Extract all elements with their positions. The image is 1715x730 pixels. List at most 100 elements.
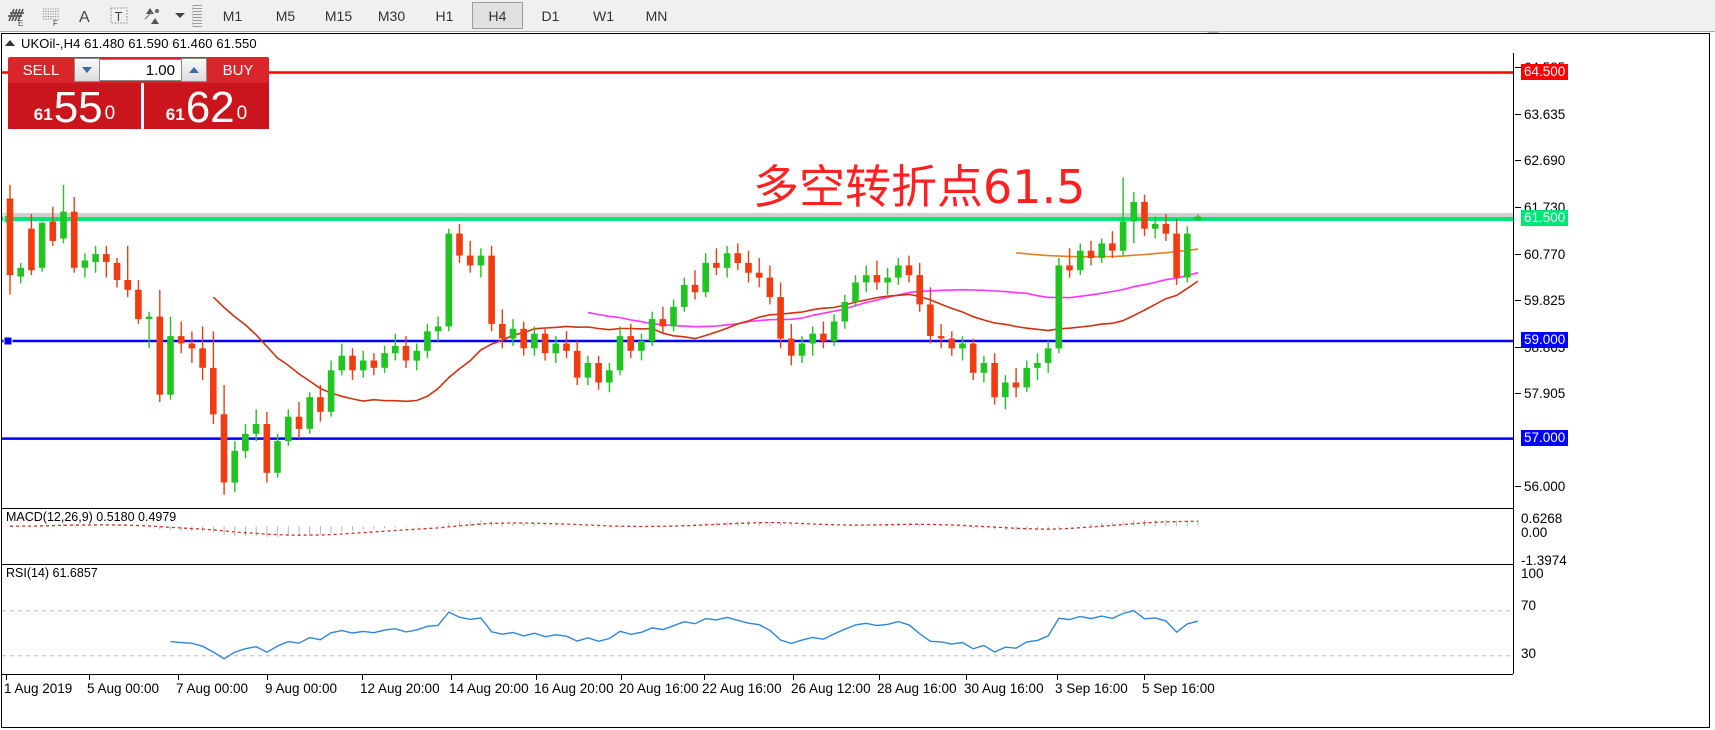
time-tick-mark [362,675,363,680]
symbol-ohlc-label: UKOil-,H4 61.480 61.590 61.460 61.550 [21,35,257,51]
rsi-tick: 30 [1521,646,1537,661]
time-tick-label: 20 Aug 16:00 [619,681,699,696]
fibonacci-icon[interactable]: F [34,1,68,30]
price-tick: 63.635 [1515,106,1565,122]
volume-increase-button[interactable] [181,58,207,82]
elliott-wave-icon[interactable]: E [0,1,34,30]
timescale-divider [2,674,1513,675]
sell-price-prefix: 61 [33,105,53,124]
time-tick-mark [89,675,90,680]
buy-price-big: 62 [185,83,235,130]
candlestick-plot [2,71,1513,495]
sell-price-display[interactable]: 61 55 0 [8,83,141,129]
sell-price-big: 55 [53,83,103,130]
time-tick-mark [966,675,967,680]
timeframe-d1[interactable]: D1 [541,7,560,24]
time-tick-label: 5 Aug 00:00 [87,681,160,696]
one-click-prices-row: 61 55 0 61 62 0 [8,83,269,129]
triangle-down-icon [82,67,92,73]
arrows-dropdown-icon[interactable] [170,1,188,30]
arrows-shapes-icon[interactable] [136,1,170,30]
symbol-info-bar: UKOil-,H4 61.480 61.590 61.460 61.550 [2,34,1709,52]
rsi-tick: 100 [1521,566,1544,581]
toolbar-separator [192,4,202,27]
time-tick-label: 7 Aug 00:00 [176,681,249,696]
rsi-label: RSI(14) 61.6857 [6,566,98,580]
timeframe-m30[interactable]: M30 [377,7,406,24]
timeframe-mn[interactable]: MN [645,7,668,24]
time-tick-label: 16 Aug 20:00 [534,681,614,696]
triangle-up-icon [189,67,199,73]
macd-tick: -1.3974 [1521,553,1567,568]
time-tick-mark [879,675,880,680]
price-tick: 57.905 [1515,385,1565,401]
price-level-label[interactable]: 64.500 [1521,63,1569,80]
time-tick-label: 1 Aug 2019 [4,681,73,696]
rsi-pane[interactable]: RSI(14) 61.6857 [2,564,1513,674]
buy-price-prefix: 61 [165,105,185,124]
time-tick-label: 30 Aug 16:00 [964,681,1044,696]
price-level-label[interactable]: 61.500 [1521,209,1569,226]
one-click-trading-panel[interactable]: SELL 1.00 BUY 61 55 0 61 62 0 [8,57,269,129]
timeframe-m1[interactable]: M1 [222,7,243,24]
text-label-icon[interactable]: A [68,1,102,30]
macd-tick: 0.6268 [1521,511,1563,526]
sell-button[interactable]: SELL [8,57,74,83]
svg-text:A: A [79,9,90,26]
timeframe-group: M1 M5 M15 M30 H1 H4 D1 W1 MN [206,2,683,29]
rsi-tick: 70 [1521,598,1537,613]
drawing-toolbar: E F A T M1 M5 M15 M30 H1 H4 D1 W1 M [0,0,1715,32]
chart-window: UKOil-,H4 61.480 61.590 61.460 61.550 多空… [1,33,1710,728]
time-tick-mark [704,675,705,680]
time-tick-mark [1144,675,1145,680]
time-tick-label: 22 Aug 16:00 [702,681,782,696]
time-tick-label: 3 Sep 16:00 [1055,681,1128,696]
chevron-down-icon [175,13,185,18]
price-scale[interactable]: 64.58563.63562.69061.73060.77059.82558.8… [1515,53,1705,674]
buy-price-sup: 0 [236,103,248,124]
volume-control: 1.00 [74,57,207,83]
svg-text:E: E [18,19,23,27]
time-tick-mark [267,675,268,680]
time-tick-label: 12 Aug 20:00 [360,681,440,696]
scale-divider [1513,53,1514,674]
time-tick-mark [178,675,179,680]
time-tick-mark [536,675,537,680]
time-tick-label: 26 Aug 12:00 [791,681,871,696]
time-tick-mark [621,675,622,680]
price-tick: 60.770 [1515,246,1565,262]
text-box-icon[interactable]: T [102,1,136,30]
macd-tick: 0.00 [1521,525,1548,540]
time-tick-label: 5 Sep 16:00 [1142,681,1215,696]
price-tick: 56.000 [1515,478,1565,494]
buy-button[interactable]: BUY [207,57,269,83]
time-tick-mark [1057,675,1058,680]
price-tick: 62.690 [1515,152,1565,168]
buy-price-display[interactable]: 61 62 0 [144,83,269,129]
rsi-plot [2,609,1513,660]
time-tick-mark [451,675,452,680]
timeframe-m5[interactable]: M5 [275,7,296,24]
time-tick-mark [793,675,794,680]
volume-decrease-button[interactable] [74,58,100,82]
chart-annotation-text: 多空转折点61.5 [753,160,1086,214]
one-click-controls-row: SELL 1.00 BUY [8,57,269,83]
triangle-up-icon[interactable] [5,40,15,46]
macd-pane[interactable]: MACD(12,26,9) 0.5180 0.4979 [2,508,1513,563]
svg-text:F: F [53,19,58,27]
macd-plot [9,519,1199,537]
price-level-label[interactable]: 59.000 [1521,332,1569,349]
timeframe-h1[interactable]: H1 [435,7,454,24]
price-tick: 59.825 [1515,292,1565,308]
svg-text:T: T [115,9,123,24]
macd-label: MACD(12,26,9) 0.5180 0.4979 [6,510,177,524]
time-tick-label: 14 Aug 20:00 [449,681,529,696]
sell-price-sup: 0 [104,103,116,124]
timeframe-w1[interactable]: W1 [593,7,614,24]
timeframe-m15[interactable]: M15 [324,7,353,24]
time-tick-label: 28 Aug 16:00 [877,681,957,696]
volume-input[interactable]: 1.00 [100,59,181,81]
time-scale[interactable]: 1 Aug 2019 5 Aug 00:00 7 Aug 00:00 9 Aug 00… [2,675,1709,727]
price-level-label[interactable]: 57.000 [1521,429,1569,446]
timeframe-h4[interactable]: H4 [472,2,523,29]
